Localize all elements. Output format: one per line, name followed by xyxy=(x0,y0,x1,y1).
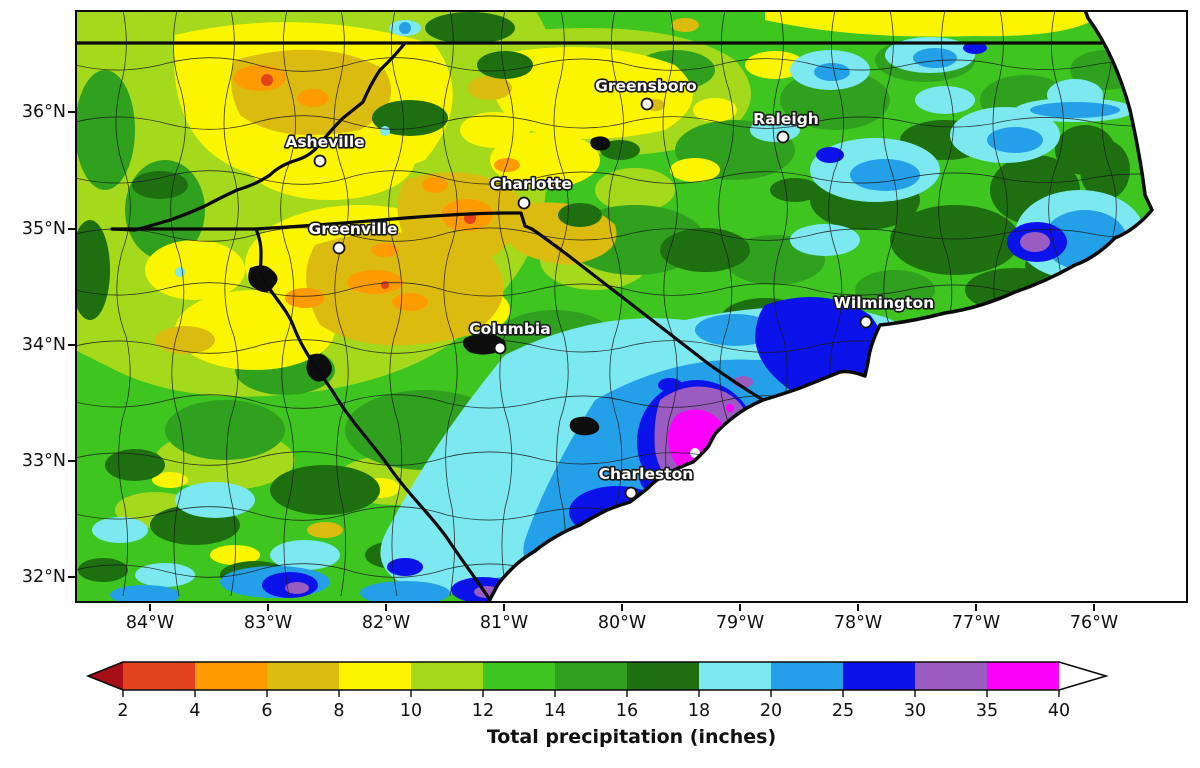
x-tick-mark xyxy=(975,604,977,611)
colorbar-segment-4-6 xyxy=(195,662,267,690)
colorbar-tick-label: 20 xyxy=(759,701,783,721)
y-tick-label: 36°N xyxy=(21,102,66,122)
ocean xyxy=(488,10,1188,603)
colorbar-segment-8-10 xyxy=(339,662,411,690)
y-tick-label: 34°N xyxy=(21,335,66,355)
x-tick-mark xyxy=(385,604,387,611)
lake-highrock xyxy=(590,136,611,151)
colorbar-segment-30-35 xyxy=(915,662,987,690)
colorbar-scale xyxy=(85,661,1109,697)
city-markers: Greensboro Raleigh Asheville Charlotte Green… xyxy=(284,75,936,500)
x-tick-label: 82°W xyxy=(361,613,411,633)
x-tick-mark xyxy=(1093,604,1095,611)
colorbar-segment-25-30 xyxy=(843,662,915,690)
x-tick-mark xyxy=(739,604,741,611)
colorbar-tick-label: 14 xyxy=(543,701,567,721)
city-marker-columbia: Columbia xyxy=(468,318,552,355)
city-dot xyxy=(859,315,873,329)
city-label: Wilmington xyxy=(834,294,934,312)
colorbar-title: Total precipitation (inches) xyxy=(486,726,777,748)
y-tick-mark xyxy=(68,228,75,230)
city-label: Columbia xyxy=(469,320,550,338)
city-marker-asheville: Asheville xyxy=(284,131,366,168)
precip-field xyxy=(75,10,1188,603)
colorbar-segment-35-40 xyxy=(987,662,1059,690)
y-tick-label: 33°N xyxy=(21,451,66,471)
map-frame xyxy=(75,10,1188,603)
city-marker-charlotte: Charlotte xyxy=(488,173,574,210)
lake-marion xyxy=(569,416,600,436)
city-dot xyxy=(640,97,654,111)
colorbar-segment-14-16 xyxy=(555,662,627,690)
colorbar-segment-10-12 xyxy=(411,662,483,690)
x-tick-label: 81°W xyxy=(479,613,529,633)
y-tick-label: 32°N xyxy=(21,567,66,587)
x-tick-mark xyxy=(149,604,151,611)
x-tick-mark xyxy=(267,604,269,611)
city-label: Charleston xyxy=(599,465,694,483)
precipitation-map: Greensboro Raleigh Asheville Charlotte Green… xyxy=(75,10,1188,603)
colorbar-under-arrow xyxy=(88,662,123,690)
colorbar-segment-20-25 xyxy=(771,662,843,690)
colorbar-tick-label: 30 xyxy=(903,701,927,721)
colorbar-tick-label: 2 xyxy=(117,701,129,721)
colorbar-tick-label: 8 xyxy=(333,701,345,721)
colorbar-tick-label: 35 xyxy=(975,701,999,721)
city-dot xyxy=(624,486,638,500)
colorbar-tick-label: 12 xyxy=(471,701,495,721)
y-tick-mark xyxy=(68,111,75,113)
y-tick-label: 35°N xyxy=(21,219,66,239)
city-marker-wilmington: Wilmington xyxy=(832,292,936,329)
city-marker-raleigh: Raleigh xyxy=(752,108,820,144)
x-tick-mark xyxy=(857,604,859,611)
x-tick-label: 80°W xyxy=(597,613,647,633)
border-savannah-river xyxy=(254,227,492,602)
city-label: Asheville xyxy=(285,133,364,151)
colorbar-segment-12-14 xyxy=(483,662,555,690)
colorbar-tick-label: 40 xyxy=(1047,701,1071,721)
city-marker-charleston: Charleston xyxy=(597,463,695,500)
city-dot xyxy=(493,341,507,355)
map-area: Greensboro Raleigh Asheville Charlotte Green… xyxy=(21,10,1188,633)
colorbar-tick-label: 10 xyxy=(399,701,423,721)
x-tick-mark xyxy=(503,604,505,611)
x-tick-label: 78°W xyxy=(833,613,883,633)
colorbar-tick-label: 18 xyxy=(687,701,711,721)
city-label: Raleigh xyxy=(753,110,819,128)
city-dot xyxy=(776,130,790,144)
city-label: Charlotte xyxy=(490,175,572,193)
colorbar-tick-label: 16 xyxy=(615,701,639,721)
coastline xyxy=(486,10,1154,603)
colorbar-segment-2-4 xyxy=(123,662,195,690)
x-tick-mark xyxy=(621,604,623,611)
colorbar-segment-16-18 xyxy=(627,662,699,690)
border-tennessee xyxy=(110,41,407,232)
x-tick-label: 84°W xyxy=(125,613,175,633)
x-tick-label: 79°W xyxy=(715,613,765,633)
colorbar-over-arrow xyxy=(1059,662,1106,690)
city-dot xyxy=(332,241,346,255)
border-nc-sc xyxy=(254,211,765,402)
city-label: Greensboro xyxy=(595,77,697,95)
city-marker-greensboro: Greensboro xyxy=(594,75,698,111)
colorbar-tick-label: 4 xyxy=(189,701,201,721)
y-tick-mark xyxy=(68,576,75,578)
city-marker-greenville: Greenville xyxy=(307,218,399,255)
x-tick-label: 76°W xyxy=(1069,613,1119,633)
city-label: Greenville xyxy=(309,220,398,238)
city-dot xyxy=(517,196,531,210)
colorbar-segment-6-8 xyxy=(267,662,339,690)
x-tick-label: 77°W xyxy=(951,613,1001,633)
colorbar-tick-label: 25 xyxy=(831,701,855,721)
y-tick-mark xyxy=(68,460,75,462)
colorbar-tick-label: 6 xyxy=(261,701,273,721)
x-tick-label: 83°W xyxy=(243,613,293,633)
y-tick-mark xyxy=(68,344,75,346)
colorbar-segment-18-20 xyxy=(699,662,771,690)
city-dot xyxy=(313,154,327,168)
state-borders xyxy=(75,41,1105,602)
